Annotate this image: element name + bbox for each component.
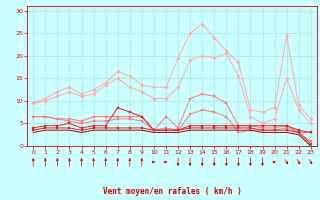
Text: Vent moyen/en rafales ( km/h ): Vent moyen/en rafales ( km/h )	[103, 187, 242, 196]
